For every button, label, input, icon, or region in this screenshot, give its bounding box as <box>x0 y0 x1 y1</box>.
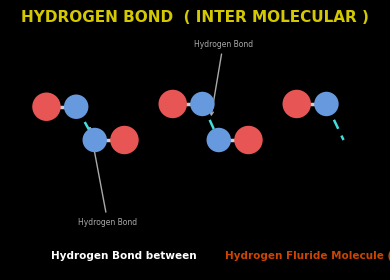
Point <box>294 102 300 106</box>
Point <box>245 138 252 142</box>
Point <box>43 104 50 109</box>
Point <box>92 138 98 142</box>
Text: Hydrogen Fluride Molecule (HF): Hydrogen Fluride Molecule (HF) <box>225 251 390 261</box>
Text: Hydrogen Bond between: Hydrogen Bond between <box>51 251 200 261</box>
Point <box>170 102 176 106</box>
Point <box>216 138 222 142</box>
Point <box>323 102 330 106</box>
Point <box>121 138 128 142</box>
Point <box>199 102 206 106</box>
Text: Hydrogen Bond: Hydrogen Bond <box>194 39 253 115</box>
Text: HYDROGEN BOND  ( INTER MOLECULAR ): HYDROGEN BOND ( INTER MOLECULAR ) <box>21 10 369 25</box>
Text: Hydrogen Bond: Hydrogen Bond <box>78 128 137 227</box>
Point <box>73 104 79 109</box>
